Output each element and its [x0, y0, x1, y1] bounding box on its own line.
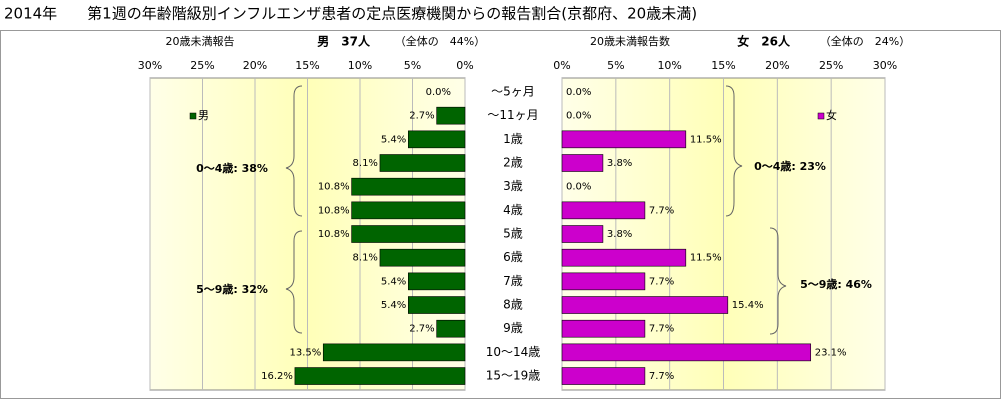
value-label: 10.8% [318, 229, 350, 240]
value-label: 5.4% [381, 300, 406, 311]
header: 男 37人 [317, 34, 371, 49]
category-label: 3歳 [503, 179, 523, 193]
value-label: 7.7% [649, 371, 674, 382]
value-label: 2.7% [409, 324, 434, 335]
category-label: 7歳 [503, 274, 523, 288]
value-label: 0.0% [566, 111, 591, 122]
legend-label: 男 [198, 109, 209, 122]
annotation: 0～4歳: 38% [196, 161, 268, 175]
value-label: 2.7% [409, 111, 434, 122]
value-label: 16.2% [261, 371, 293, 382]
annotation: 0～4歳: 23% [754, 159, 826, 173]
annotation: 5～9歳: 32% [196, 282, 268, 296]
x-tick-label: 20% [243, 59, 267, 72]
bar [379, 154, 466, 172]
value-label: 10.8% [318, 182, 350, 193]
x-tick-label: 0% [456, 59, 473, 72]
bar [322, 343, 466, 362]
bar [351, 225, 466, 243]
x-tick-label: 25% [190, 59, 214, 72]
x-tick-label: 15% [711, 59, 735, 72]
frame [0, 30, 1001, 399]
value-label: 15.4% [732, 300, 764, 311]
x-tick-label: 10% [348, 59, 372, 72]
bar [561, 130, 687, 149]
bar [561, 272, 646, 291]
x-tick-label: 30% [873, 59, 897, 72]
value-label: 13.5% [289, 347, 321, 358]
value-label: 7.7% [649, 205, 674, 216]
x-tick-label: 0% [553, 59, 570, 72]
bar [379, 248, 466, 267]
category-label: 15～19歳 [486, 369, 541, 383]
share: （全体の 44%） [395, 34, 485, 48]
annotation: 5～9歳: 46% [800, 277, 872, 291]
value-label: 5.4% [381, 134, 406, 145]
bar [561, 319, 646, 338]
category-label: 4歳 [503, 203, 523, 217]
subtitle: 20歳未満報告数 [590, 35, 670, 48]
x-tick-label: 15% [295, 59, 319, 72]
x-tick-label: 30% [138, 59, 162, 72]
header: 女 26人 [737, 34, 791, 49]
value-label: 0.0% [426, 87, 451, 98]
category-label: ～11ヶ月 [487, 108, 538, 122]
subtitle: 20歳未満報告 [166, 35, 235, 48]
x-tick-label: 5% [404, 59, 421, 72]
category-label: 10～14歳 [486, 345, 541, 359]
value-label: 7.7% [649, 276, 674, 287]
value-label: 0.0% [566, 182, 591, 193]
value-label: 8.1% [353, 253, 378, 264]
share: （全体の 24%） [820, 34, 910, 48]
bar [351, 201, 466, 220]
category-label: 2歳 [503, 156, 523, 170]
bar [561, 343, 812, 362]
brace [769, 227, 787, 335]
braces [285, 85, 787, 335]
value-label: 0.0% [566, 87, 591, 98]
bar [407, 272, 466, 291]
bar [407, 130, 466, 149]
bar [407, 296, 466, 314]
bar [561, 154, 604, 172]
x-tick-label: 25% [819, 59, 843, 72]
bar [561, 367, 646, 385]
x-tick-label: 10% [657, 59, 681, 72]
value-label: 11.5% [690, 253, 722, 264]
x-tick-label: 20% [765, 59, 789, 72]
bar [436, 106, 466, 125]
brace [285, 85, 303, 217]
brace [285, 230, 303, 334]
value-label: 3.8% [607, 229, 632, 240]
bar [351, 177, 466, 196]
value-label: 11.5% [690, 134, 722, 145]
category-label: 5歳 [503, 227, 523, 241]
category-label: 8歳 [503, 298, 523, 312]
value-label: 23.1% [815, 347, 847, 358]
value-label: 7.7% [649, 324, 674, 335]
category-label: 1歳 [503, 132, 523, 146]
bar [561, 248, 687, 267]
legend-label: 女 [826, 108, 837, 122]
value-label: 3.8% [607, 158, 632, 169]
brace [725, 85, 743, 217]
value-label: 10.8% [318, 205, 350, 216]
value-label: 5.4% [381, 276, 406, 287]
chart-title: 2014年 第1週の年齢階級別インフルエンザ患者の定点医療機関からの報告割合(京… [4, 5, 697, 23]
bar [561, 296, 729, 314]
x-tick-label: 5% [607, 59, 624, 72]
legend-swatch [189, 112, 197, 120]
legend-swatch [817, 112, 825, 120]
bar [561, 201, 646, 220]
plot-layer: ～5ヶ月 ～11ヶ月 1歳 2歳 3歳 4歳 5歳 6歳 7歳 8歳 9歳 10～14歳 15～19歳 3… [138, 34, 910, 391]
bar [561, 225, 604, 243]
category-label: 9歳 [503, 321, 523, 335]
bar [436, 319, 466, 338]
category-label: 6歳 [503, 250, 523, 264]
value-label: 8.1% [353, 158, 378, 169]
category-label: ～5ヶ月 [491, 85, 535, 99]
bar [294, 367, 466, 385]
